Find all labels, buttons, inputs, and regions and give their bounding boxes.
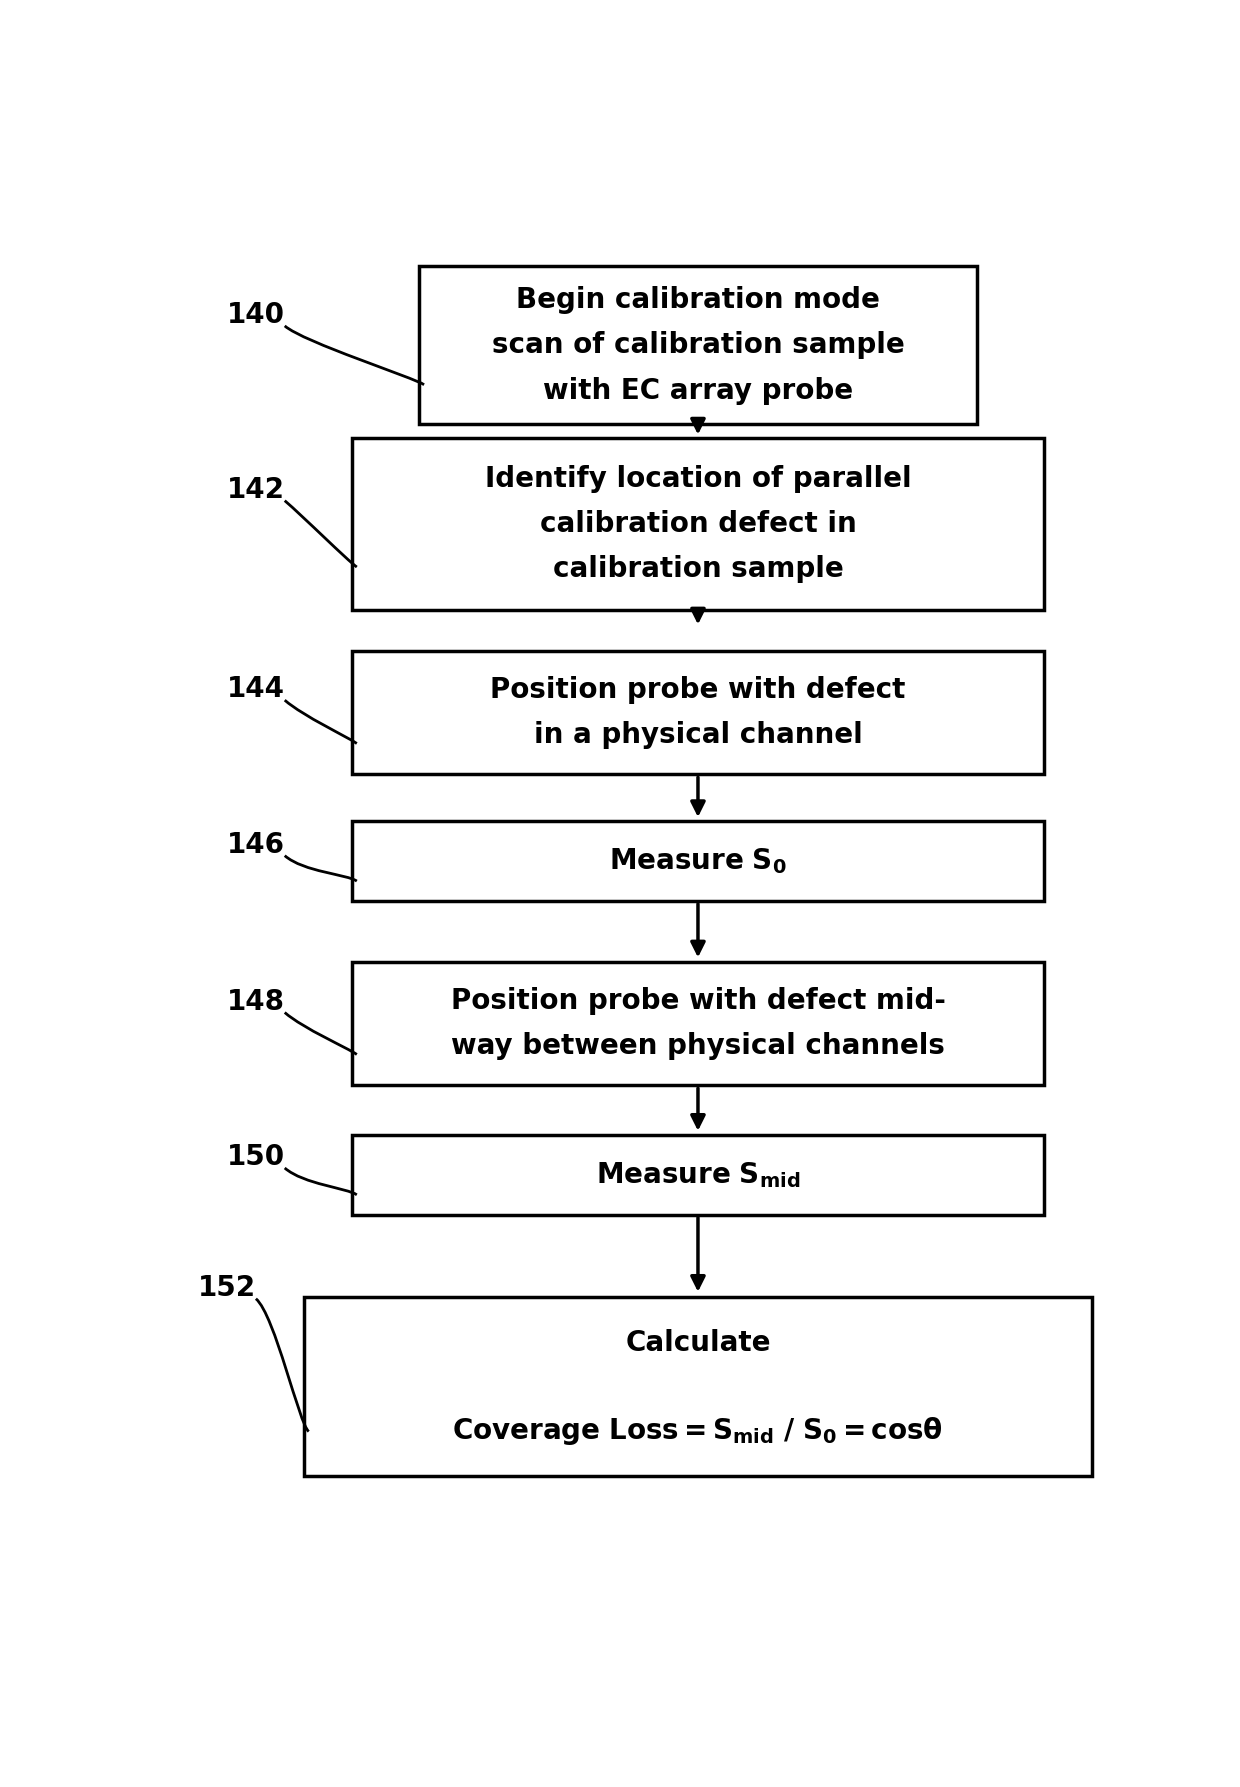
- Text: 150: 150: [227, 1144, 285, 1170]
- Text: Calculate: Calculate: [625, 1330, 771, 1356]
- Bar: [352, 822, 1044, 901]
- Text: 152: 152: [198, 1274, 257, 1301]
- Bar: [352, 438, 1044, 609]
- Bar: [352, 961, 1044, 1085]
- Text: 144: 144: [227, 675, 285, 702]
- Text: $\bf{Measure\ S_{mid}}$: $\bf{Measure\ S_{mid}}$: [595, 1160, 800, 1190]
- Text: Begin calibration mode: Begin calibration mode: [516, 286, 880, 315]
- Bar: [304, 1297, 1092, 1476]
- Text: calibration sample: calibration sample: [553, 556, 843, 583]
- Text: way between physical channels: way between physical channels: [451, 1033, 945, 1060]
- Text: 140: 140: [227, 300, 285, 329]
- Bar: [352, 1135, 1044, 1215]
- Text: Position probe with defect mid-: Position probe with defect mid-: [450, 986, 945, 1015]
- Text: with EC array probe: with EC array probe: [543, 377, 853, 404]
- Text: scan of calibration sample: scan of calibration sample: [491, 331, 904, 359]
- Bar: [352, 650, 1044, 774]
- Text: 142: 142: [227, 475, 285, 504]
- Text: 148: 148: [227, 988, 285, 1015]
- Text: Position probe with defect: Position probe with defect: [490, 675, 905, 704]
- Text: calibration defect in: calibration defect in: [539, 509, 857, 538]
- Text: $\bf{Measure\ S_0}$: $\bf{Measure\ S_0}$: [609, 847, 787, 876]
- Bar: [419, 266, 977, 424]
- Text: in a physical channel: in a physical channel: [533, 722, 862, 749]
- Text: Identify location of parallel: Identify location of parallel: [485, 465, 911, 493]
- Text: $\bf{Coverage\ Loss = S_{mid}\ /\ S_0 = cos\theta}$: $\bf{Coverage\ Loss = S_{mid}\ /\ S_0 = …: [453, 1415, 944, 1447]
- Text: 146: 146: [227, 831, 285, 858]
